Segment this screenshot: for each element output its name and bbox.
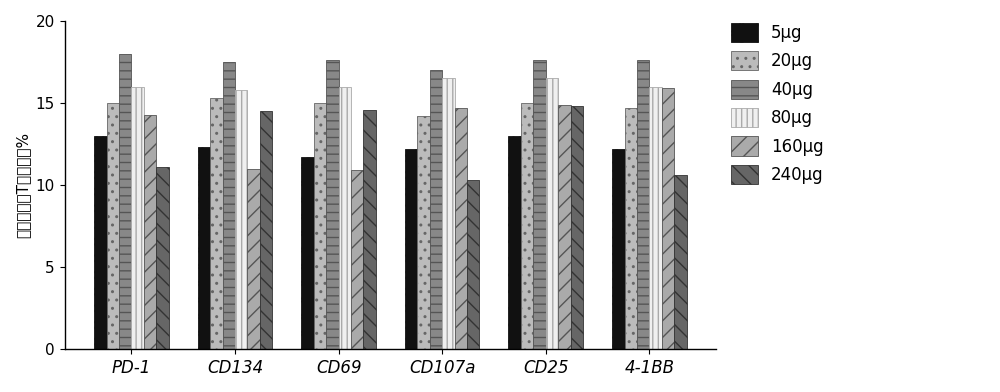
Bar xyxy=(94,136,107,349)
Bar xyxy=(119,54,131,349)
Bar xyxy=(571,106,583,349)
Bar xyxy=(625,108,637,349)
Bar xyxy=(637,60,649,349)
Bar xyxy=(649,87,662,349)
Bar xyxy=(131,87,144,349)
Bar xyxy=(521,103,533,349)
Bar xyxy=(674,175,687,349)
Bar xyxy=(662,88,674,349)
Bar xyxy=(405,149,417,349)
Bar xyxy=(430,70,442,349)
Bar xyxy=(351,171,363,349)
Bar xyxy=(223,62,235,349)
Legend: 5μg, 20μg, 40μg, 80μg, 160μg, 240μg: 5μg, 20μg, 40μg, 80μg, 160μg, 240μg xyxy=(731,23,824,184)
Bar xyxy=(442,78,455,349)
Bar xyxy=(260,111,272,349)
Bar xyxy=(210,98,223,349)
Bar xyxy=(558,105,571,349)
Bar xyxy=(533,60,546,349)
Bar xyxy=(301,157,314,349)
Bar xyxy=(326,60,339,349)
Bar xyxy=(508,136,521,349)
Bar xyxy=(546,78,558,349)
Bar xyxy=(235,90,247,349)
Bar xyxy=(339,87,351,349)
Bar xyxy=(247,169,260,349)
Bar xyxy=(467,180,479,349)
Bar xyxy=(455,108,467,349)
Bar xyxy=(107,103,119,349)
Y-axis label: 抗原特异性T细胞占比%: 抗原特异性T细胞占比% xyxy=(15,132,30,238)
Bar xyxy=(612,149,625,349)
Bar xyxy=(144,114,156,349)
Bar xyxy=(363,110,376,349)
Bar xyxy=(314,103,326,349)
Bar xyxy=(156,167,169,349)
Bar xyxy=(417,116,430,349)
Bar xyxy=(198,147,210,349)
